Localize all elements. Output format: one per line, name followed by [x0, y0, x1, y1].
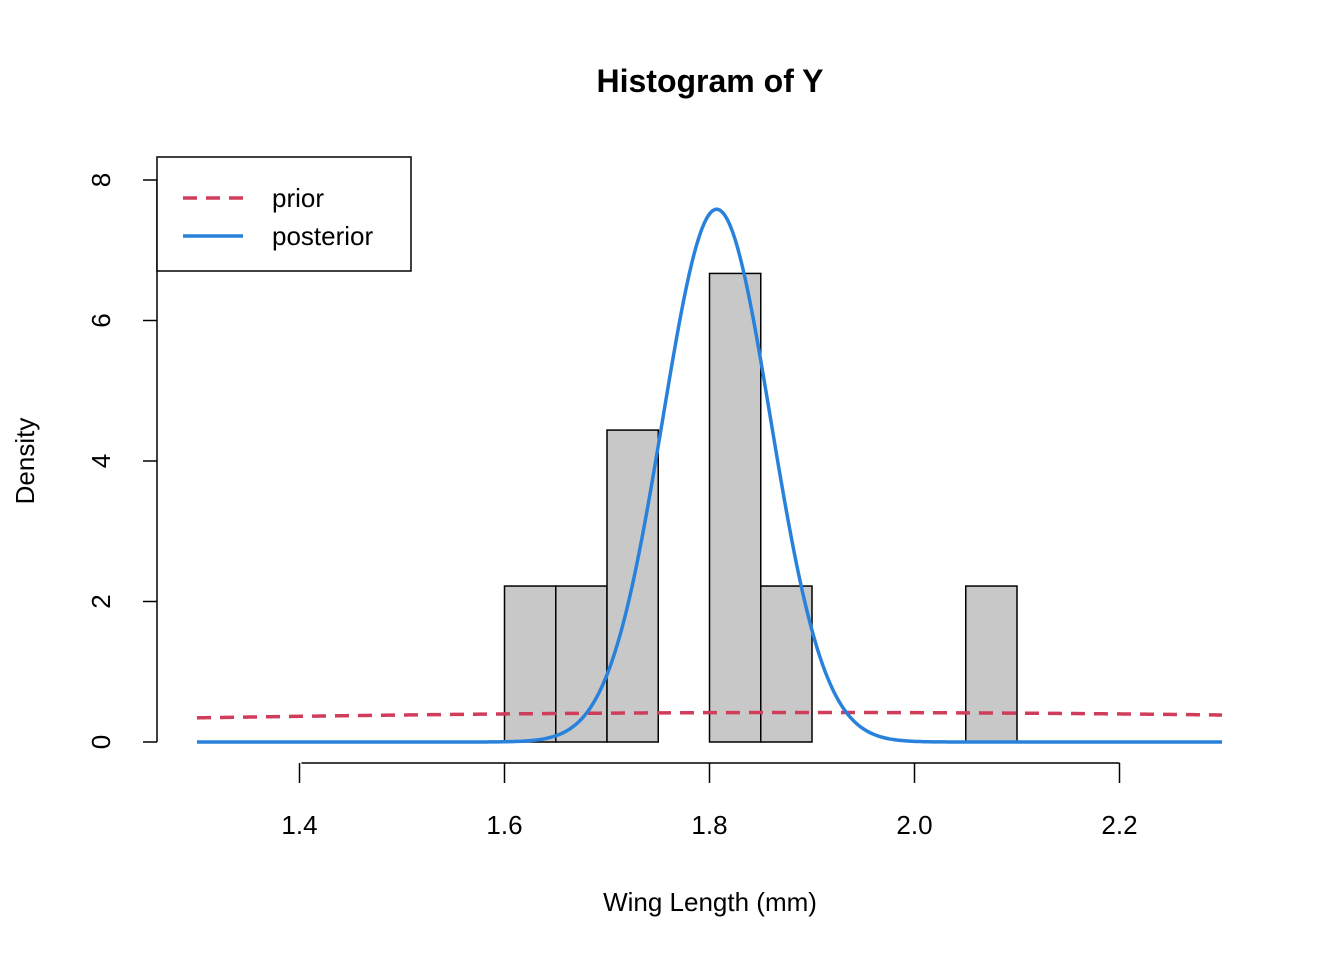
histogram-bar	[708, 272, 762, 743]
x-tick-label: 2.2	[1101, 810, 1137, 840]
chart-title: Histogram of Y	[597, 63, 824, 99]
histogram-bars	[503, 272, 1018, 743]
density-line-prior	[196, 710, 1223, 720]
x-tick-label: 2.0	[896, 810, 932, 840]
x-tick-label: 1.8	[691, 810, 727, 840]
y-tick-label: 0	[86, 735, 116, 749]
legend-box	[156, 156, 412, 272]
density-line-posterior	[197, 207, 1222, 744]
x-axis: 1.4 1.6 1.8 2.0 2.2	[281, 762, 1138, 840]
x-axis-label: Wing Length (mm)	[603, 887, 817, 917]
y-tick-label: 4	[86, 454, 116, 468]
x-tick-label: 1.4	[281, 810, 317, 840]
y-tick-label: 2	[86, 594, 116, 608]
y-tick-label: 6	[86, 313, 116, 327]
density-curves	[196, 207, 1223, 744]
y-ticks: 0 2 4 6 8	[86, 173, 157, 749]
legend-label-posterior: posterior	[272, 221, 373, 251]
y-tick-label: 8	[86, 173, 116, 187]
legend: prior posterior	[156, 156, 412, 272]
legend-label-prior: prior	[272, 183, 324, 213]
histogram-bar	[965, 585, 1018, 743]
y-axis-label: Density	[10, 418, 40, 505]
histogram-bar	[555, 585, 608, 743]
histogram-bar	[503, 585, 557, 743]
y-axis: 0 2 4 6 8	[86, 173, 158, 749]
x-ticks: 1.4 1.6 1.8 2.0 2.2	[281, 763, 1138, 840]
x-tick-label: 1.6	[486, 810, 522, 840]
histogram-bar	[760, 585, 813, 743]
